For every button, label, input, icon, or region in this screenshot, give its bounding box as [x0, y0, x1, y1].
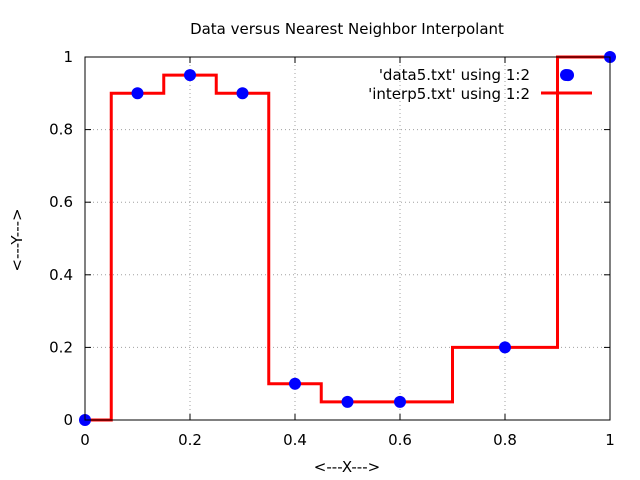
data-point: [341, 395, 354, 408]
x-axis-label: <---X--->: [314, 458, 380, 476]
plot-frame: [84, 56, 611, 421]
data-point: [394, 395, 406, 408]
x-tick-label: 1: [605, 431, 615, 449]
data-point: [289, 377, 301, 390]
y-axis-label: <---Y--->: [8, 208, 26, 271]
data-point: [184, 69, 196, 82]
axis-ticks: 0 0.2 0.4 0.6 0.8 1 0 0.2 0.4 0.6 0.8 1: [49, 48, 615, 449]
y-tick-label: 0.8: [49, 121, 73, 139]
y-tick-label: 0: [63, 411, 73, 429]
chart-title: Data versus Nearest Neighbor Interpolant: [190, 20, 504, 38]
legend-marker-data: [560, 69, 572, 81]
x-tick-label: 0.2: [178, 431, 202, 449]
legend-label-interp: 'interp5.txt' using 1:2: [368, 85, 530, 103]
legend: 'data5.txt' using 1:2 'interp5.txt' usin…: [368, 66, 592, 103]
data-point: [131, 87, 144, 100]
y-tick-label: 0.6: [49, 193, 73, 211]
x-tick-label: 0.8: [493, 431, 517, 449]
interp-step-line: [85, 55, 610, 422]
legend-label-data: 'data5.txt' using 1:2: [379, 66, 530, 84]
x-tick-label: 0.4: [283, 431, 307, 449]
y-tick-label: 0.4: [49, 266, 73, 284]
y-tick-label: 0.2: [49, 338, 73, 356]
y-tick-label: 1: [63, 48, 73, 66]
x-tick-label: 0: [80, 431, 90, 449]
x-tick-label: 0.6: [388, 431, 412, 449]
data-point: [236, 87, 249, 100]
plot-series: [79, 51, 616, 426]
data-point: [499, 341, 511, 354]
grid: [85, 57, 610, 420]
